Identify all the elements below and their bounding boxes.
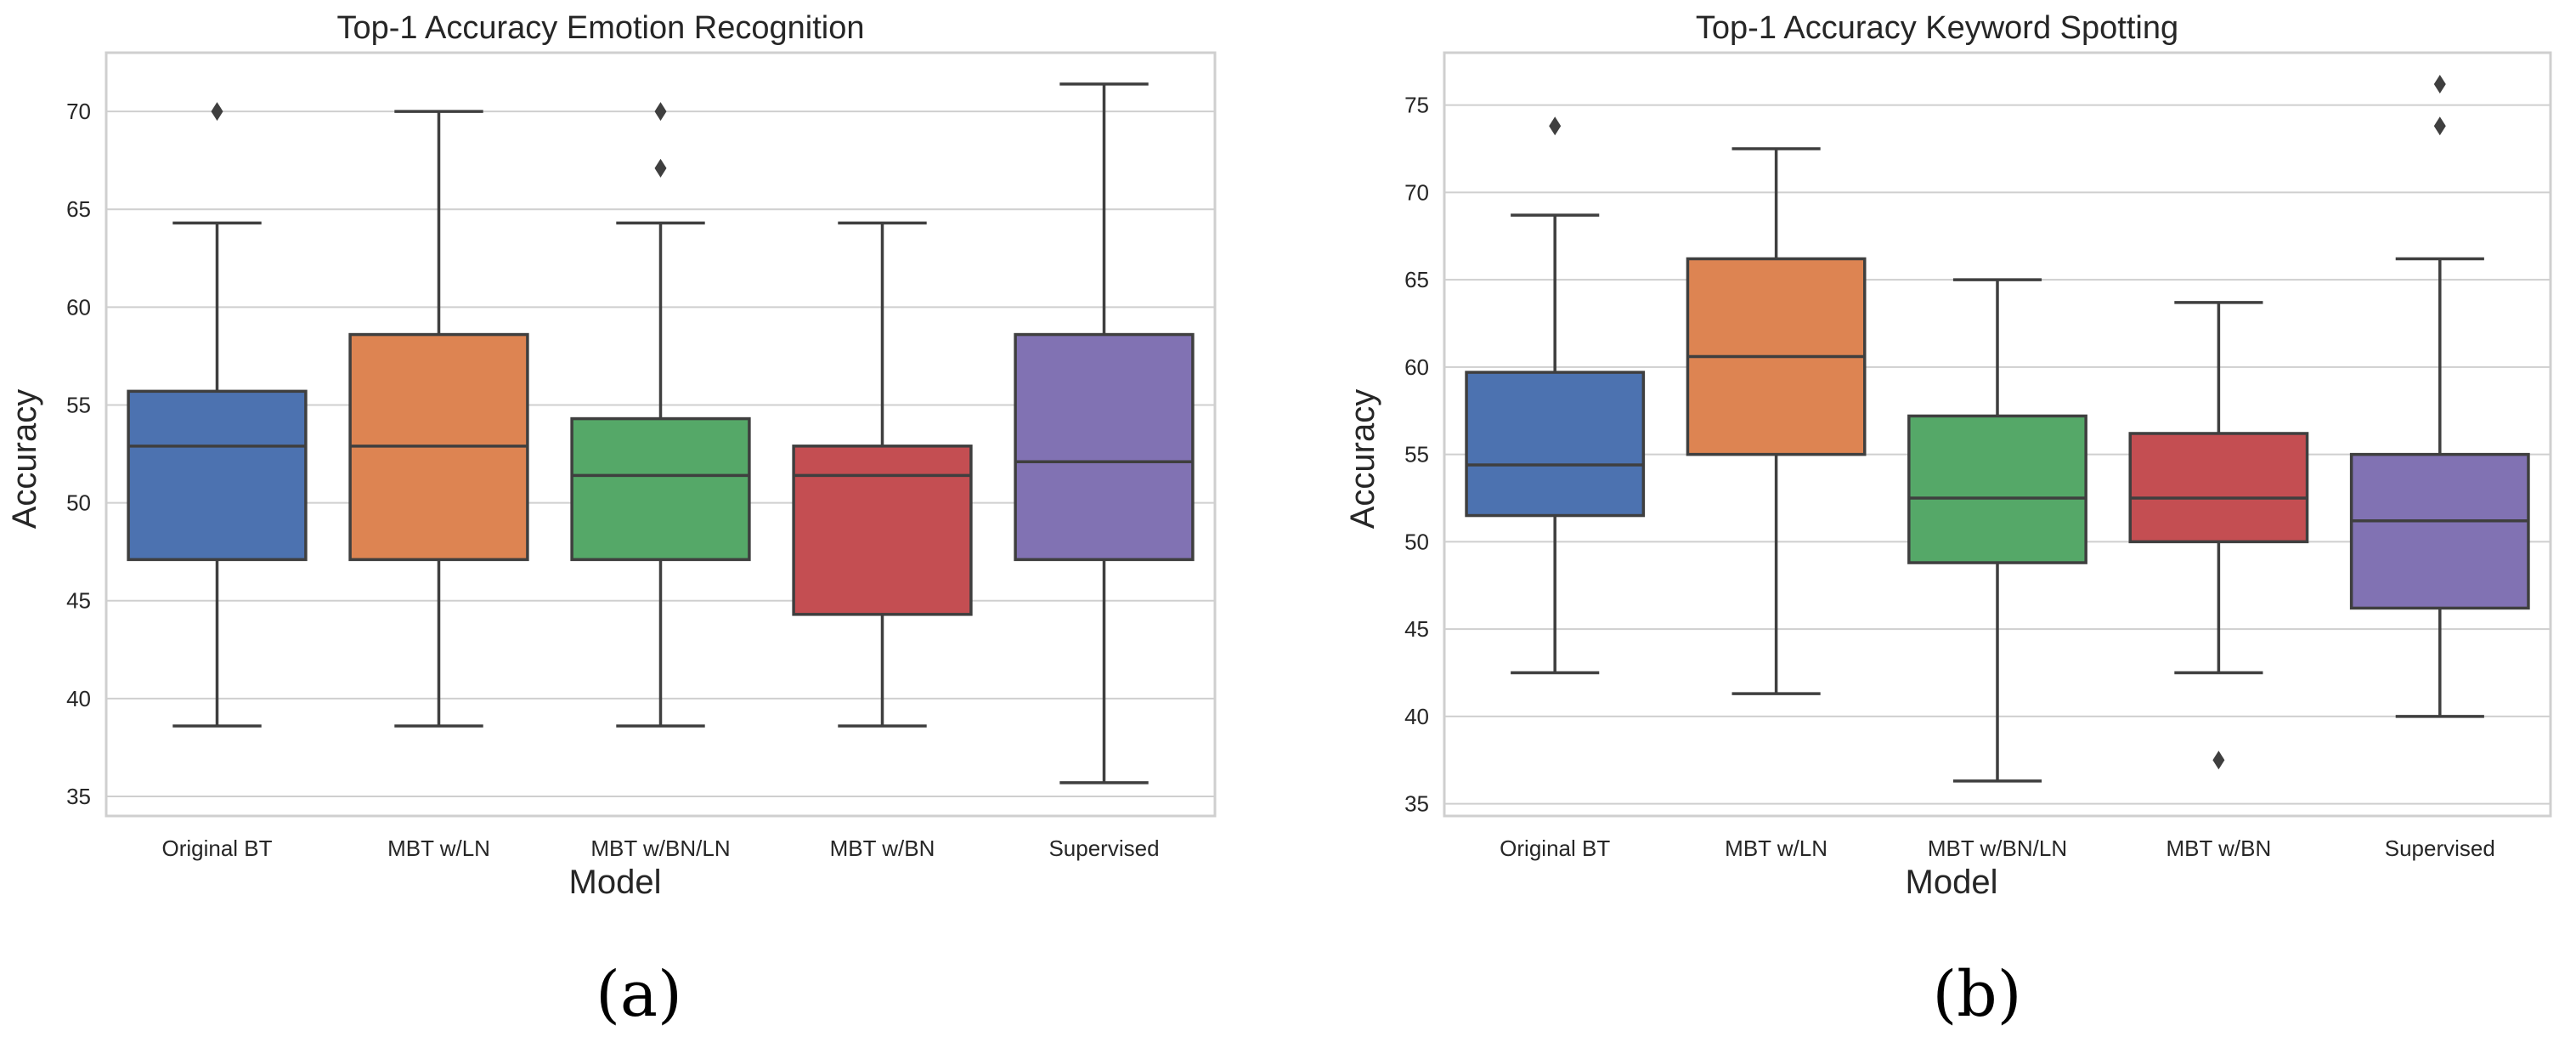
x-tick-label: Supervised [2385, 836, 2495, 861]
y-tick-label: 35 [1404, 791, 1429, 817]
x-axis-label: Model [1906, 864, 1998, 901]
x-axis-label: Model [569, 864, 662, 901]
iqr-box [1907, 414, 2087, 564]
outlier-point [2212, 751, 2225, 770]
plot-frame [105, 51, 1217, 818]
box-mbt-w-bn-ln [1907, 278, 2087, 783]
chart-title: Top-1 Accuracy Emotion Recognition [337, 10, 865, 46]
box-supervised [2349, 74, 2530, 718]
x-tick-label: MBT w/BN/LN [1928, 836, 2067, 861]
y-tick-label: 60 [1404, 354, 1429, 380]
x-tick-label: MBT w/BN [2166, 836, 2272, 861]
outlier-point [654, 102, 667, 122]
x-tick-label: MBT w/LN [387, 836, 490, 861]
iqr-box [1014, 332, 1195, 562]
panel-label: (b) [1932, 958, 2021, 1031]
x-tick-label: MBT w/BN/LN [590, 836, 730, 861]
y-tick-label: 65 [1404, 267, 1429, 292]
outlier-point [2433, 116, 2446, 136]
box-mbt-w-bn [2128, 301, 2309, 770]
box-mbt-w-bn-ln [570, 102, 751, 728]
y-tick-label: 70 [1404, 179, 1429, 205]
chart-keyword-spotting: Top-1 Accuracy Keyword Spotting Model Ac… [1344, 10, 2552, 1031]
y-tick-label: 75 [1404, 93, 1429, 118]
y-tick-label: 60 [66, 294, 91, 320]
x-tick-label: MBT w/LN [1725, 836, 1827, 861]
iqr-box [792, 445, 973, 616]
x-tick-label: Original BT [161, 836, 272, 861]
y-tick-label: 70 [66, 99, 91, 124]
chart-title: Top-1 Accuracy Keyword Spotting [1696, 10, 2178, 46]
iqr-box [2128, 432, 2309, 544]
x-tick-label: Supervised [1048, 836, 1159, 861]
y-tick-label: 65 [66, 196, 91, 222]
y-tick-label: 40 [1404, 704, 1429, 729]
x-tick-label: Original BT [1500, 836, 1610, 861]
iqr-box [570, 416, 751, 562]
box-original-bt [1465, 116, 1646, 675]
y-tick-label: 50 [1404, 529, 1429, 554]
box-mbt-w-bn [792, 221, 973, 728]
box-mbt-w-ln [1686, 147, 1867, 695]
outlier-point [654, 158, 667, 178]
box-original-bt [127, 102, 308, 728]
plot-frame [1443, 51, 2552, 818]
iqr-box [127, 389, 308, 562]
outlier-point [1549, 116, 1562, 136]
box-mbt-w-ln [348, 110, 529, 728]
outlier-point [2433, 74, 2446, 93]
y-tick-label: 55 [1404, 442, 1429, 467]
y-tick-label: 35 [66, 784, 91, 809]
outlier-point [211, 102, 223, 122]
iqr-box [2349, 452, 2530, 610]
y-tick-label: 45 [66, 588, 91, 614]
y-tick-label: 45 [1404, 616, 1429, 642]
chart-emotion-recognition: Top-1 Accuracy Emotion Recognition Model… [6, 10, 1217, 1031]
iqr-box [1465, 371, 1646, 518]
y-tick-label: 40 [66, 686, 91, 711]
y-tick-label: 50 [66, 490, 91, 516]
y-axis-label: Accuracy [1344, 389, 1381, 530]
box-supervised [1014, 82, 1195, 785]
x-tick-label: MBT w/BN [830, 836, 935, 861]
y-tick-label: 55 [66, 392, 91, 417]
panel-label: (a) [596, 958, 682, 1031]
y-axis-label: Accuracy [6, 389, 43, 530]
